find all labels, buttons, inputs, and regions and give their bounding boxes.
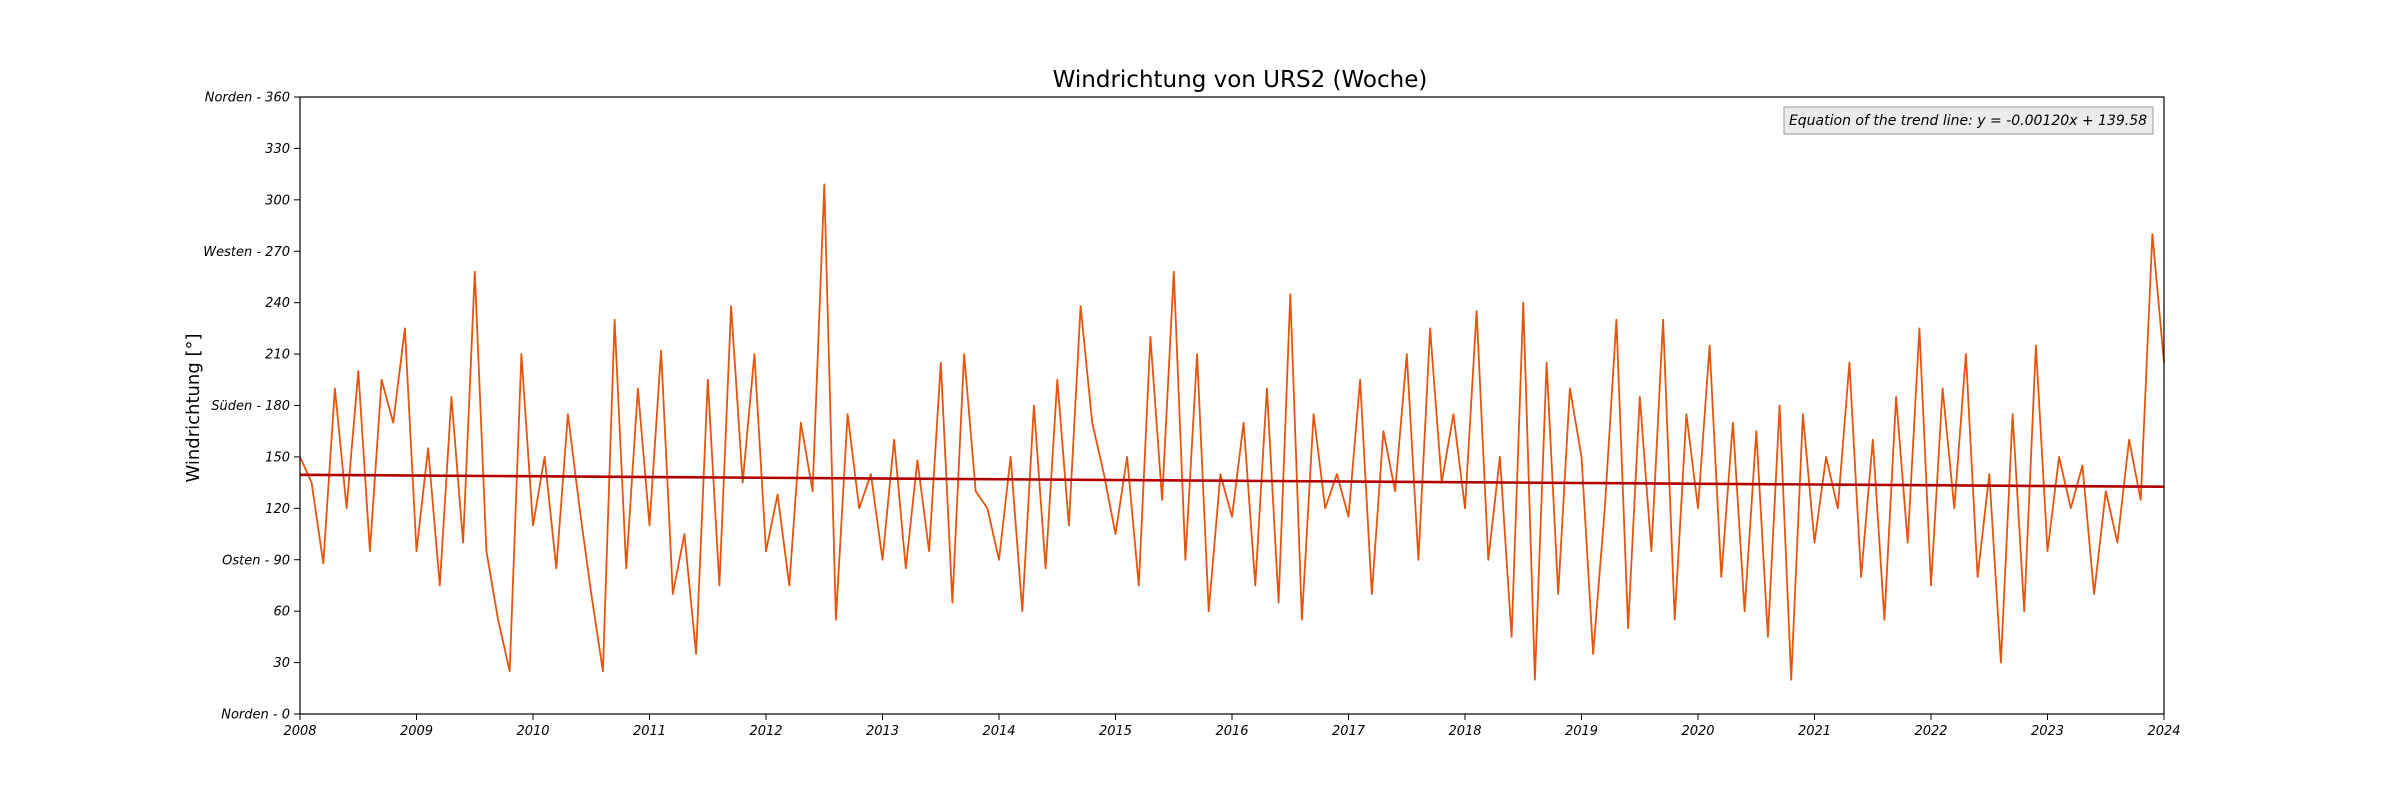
x-tick-label: 2010: [516, 724, 549, 739]
y-tick-label: 30: [273, 656, 290, 671]
x-tick-label: 2011: [633, 724, 666, 739]
y-tick-label: Süden - 180: [211, 399, 290, 414]
x-tick-label: 2019: [1565, 724, 1598, 739]
x-axis-ticks: 2008 2009 2010 2011 2012 2013 2014 2015 2016 2017…: [283, 714, 2181, 739]
x-tick-label: 2021: [1798, 724, 1831, 739]
x-tick-label: 2023: [2031, 724, 2064, 739]
y-axis-ticks: Norden - 0 30 60 Osten - 90 120 150 Süden - 18…: [203, 91, 300, 723]
x-tick-label: 2022: [1914, 724, 1947, 739]
y-axis-label: Windrichtung [°]: [183, 333, 204, 482]
y-tick-label: 60: [273, 605, 290, 620]
y-tick-label: 300: [265, 193, 290, 208]
x-tick-label: 2013: [866, 724, 899, 739]
y-tick-label: 330: [265, 142, 290, 157]
plot-frame: [299, 96, 2165, 715]
x-tick-label: 2017: [1332, 724, 1366, 739]
y-tick-label: Norden - 0: [221, 708, 290, 723]
y-tick-label: Norden - 360: [205, 91, 290, 106]
y-tick-label: 240: [265, 296, 290, 311]
y-tick-label: 120: [265, 502, 290, 517]
trend-equation-text: Equation of the trend line: y = -0.00120…: [1789, 113, 2147, 129]
series-layer: [299, 183, 2165, 681]
y-tick-label: Westen - 270: [203, 245, 290, 260]
x-tick-label: 2018: [1448, 724, 1481, 739]
x-tick-label: 2020: [1681, 724, 1714, 739]
x-tick-label: 2015: [1099, 724, 1132, 739]
wind-direction-series-line: [299, 183, 2165, 681]
trend-equation-box: Equation of the trend line: y = -0.00120…: [1783, 106, 2154, 135]
x-tick-label: 2012: [749, 724, 782, 739]
trend-line: [299, 473, 2165, 489]
x-tick-label: 2008: [283, 724, 316, 739]
chart-title: Windrichtung von URS2 (Woche): [1053, 67, 1428, 93]
x-tick-label: 2009: [400, 724, 433, 739]
x-tick-label: 2014: [982, 724, 1015, 739]
y-tick-label: Osten - 90: [222, 553, 290, 568]
y-tick-label: 150: [265, 450, 290, 465]
x-tick-label: 2024: [2147, 724, 2180, 739]
x-tick-label: 2016: [1215, 724, 1248, 739]
y-tick-label: 210: [265, 348, 290, 363]
